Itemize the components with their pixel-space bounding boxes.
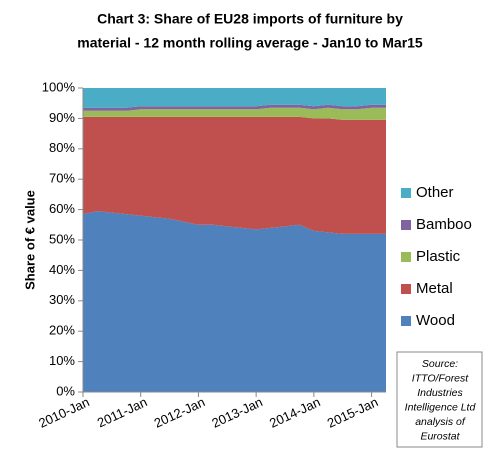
area [83,88,386,108]
legend-swatch [401,188,411,198]
y-tick-label: 0% [56,383,75,398]
source-box [396,351,483,448]
y-tick-label: 100% [42,79,76,94]
x-tick-label: 2015-Jan [325,394,380,431]
legend-swatch [401,316,411,326]
area [83,116,386,234]
y-tick-label: 20% [49,323,75,338]
legend-label: Plastic [416,248,461,265]
y-tick-label: 30% [49,292,75,307]
x-tick-label: 2011-Jan [95,394,150,430]
source-text: Industries [417,387,463,399]
x-tick-label: 2012-Jan [152,394,207,431]
area [83,104,386,111]
area [83,211,386,392]
source-text: Source: [422,358,458,370]
source-text: analysis of [415,416,466,428]
legend-swatch [401,220,411,230]
legend-label: Bamboo [416,216,472,233]
y-tick-label: 70% [49,171,75,186]
legend-swatch [401,284,411,294]
x-tick-label: 2014-Jan [267,394,322,431]
y-axis-label: Share of € value [22,190,37,290]
legend-swatch [401,252,411,262]
y-tick-label: 90% [49,110,75,125]
legend-label: Other [416,184,454,201]
chart-title: Chart 3: Share of EU28 imports of furnit… [97,11,403,27]
y-tick-label: 80% [49,140,75,155]
source-text: ITTO/Forest [412,372,469,384]
y-tick-label: 10% [49,353,75,368]
source-text: Intelligence Ltd [405,401,477,413]
x-tick-label: 2013-Jan [209,394,264,431]
y-tick-label: 50% [49,231,75,246]
legend-label: Metal [416,280,453,297]
legend-label: Wood [416,312,455,329]
area [83,107,386,120]
y-tick-label: 40% [49,262,75,277]
x-tick-label: 2010-Jan [36,394,91,431]
y-tick-label: 60% [49,201,75,216]
chart-title: material - 12 month rolling average - Ja… [77,35,423,51]
source-text: Eurostat [420,430,460,442]
